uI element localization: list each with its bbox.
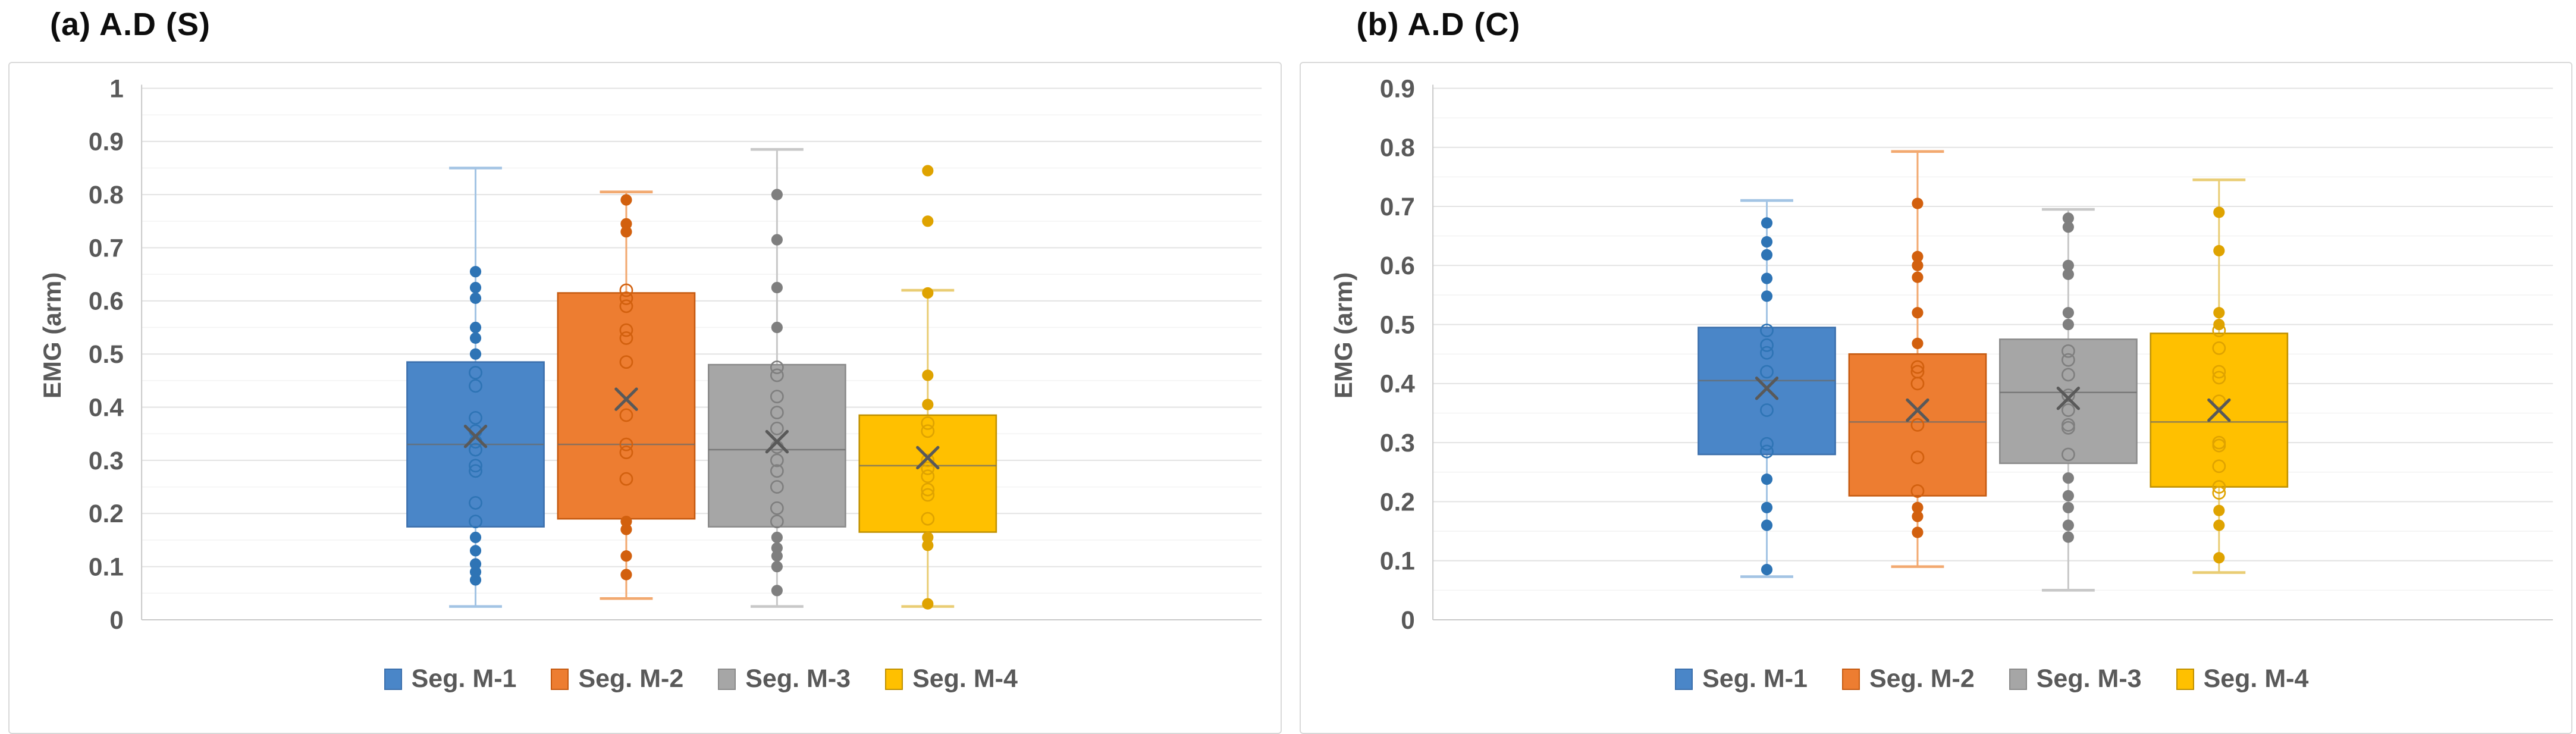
svg-text:0.6: 0.6 (1379, 252, 1414, 280)
svg-text:0: 0 (109, 606, 124, 634)
svg-text:0.3: 0.3 (1379, 429, 1414, 457)
svg-text:0.4: 0.4 (89, 393, 124, 421)
boxplot-canvas: 0.9 0.8 0.7 0.6 0.5 0.4 0.3 0.2 0.1 0 (1379, 74, 2553, 634)
svg-text:0.4: 0.4 (1379, 370, 1414, 398)
svg-text:0: 0 (1401, 606, 1415, 634)
boxplot-canvas: 1 0.9 0.8 0.7 0.6 0.5 0.4 0.3 0.2 0.1 0 (89, 74, 1262, 634)
chart-a-panel: 1 0.9 0.8 0.7 0.6 0.5 0.4 0.3 0.2 0.1 0 EMG (arm) … (8, 62, 1282, 734)
chart-b: (b) A.D (C) 0.9 0.8 0.7 0.6 0.5 0.4 0.3 0.2 0.1 0… (1299, 0, 2572, 734)
chart-a-title: (a) A.D (S) (50, 7, 211, 42)
svg-text:0.5: 0.5 (89, 340, 124, 368)
svg-text:0.6: 0.6 (89, 287, 124, 315)
svg-text:0.7: 0.7 (1379, 193, 1414, 221)
svg-text:0.3: 0.3 (89, 447, 124, 475)
chart-b-panel: 0.9 0.8 0.7 0.6 0.5 0.4 0.3 0.2 0.1 0 EMG (arm) S… (1299, 62, 2572, 734)
chart-b-title: (b) A.D (C) (1356, 7, 1521, 42)
svg-text:0.8: 0.8 (89, 181, 124, 209)
svg-text:0.2: 0.2 (89, 500, 124, 528)
svg-text:0.7: 0.7 (89, 234, 124, 262)
svg-text:0.9: 0.9 (89, 128, 124, 156)
svg-text:0.8: 0.8 (1379, 134, 1414, 162)
svg-text:0.1: 0.1 (89, 553, 124, 581)
svg-text:0.9: 0.9 (1379, 74, 1414, 102)
svg-text:0.1: 0.1 (1379, 547, 1414, 575)
svg-text:0.5: 0.5 (1379, 310, 1414, 338)
chart-a: (a) A.D (S) 1 0.9 0.8 0.7 0.6 0.5 0.4 0.3 0.2 0.1… (8, 0, 1282, 734)
svg-text:1: 1 (109, 74, 124, 102)
svg-text:0.2: 0.2 (1379, 488, 1414, 516)
